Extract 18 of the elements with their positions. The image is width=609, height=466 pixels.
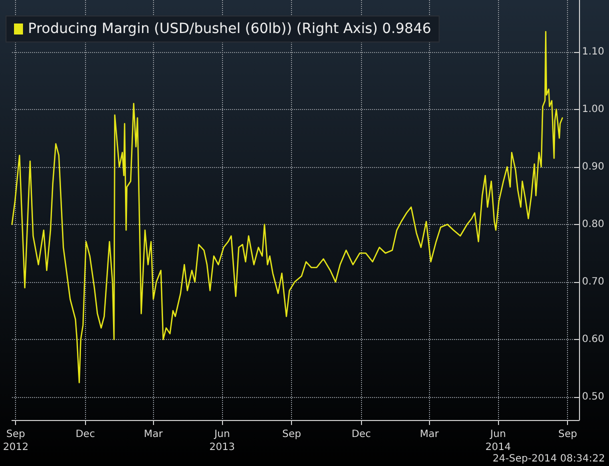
x-tick-label: Sep — [558, 429, 578, 440]
x-tick-label: Sep — [282, 429, 302, 440]
y-tick-label: 0.70 — [582, 276, 604, 288]
y-tick-label: 0.50 — [582, 391, 604, 402]
x-tick-label: Dec — [76, 429, 95, 440]
x-tick-label: Jun 2013 — [209, 429, 235, 453]
x-tick-label: Mar — [420, 429, 440, 440]
y-tick-label: 0.80 — [582, 218, 604, 230]
y-tick-label: 1.10 — [582, 46, 604, 58]
x-tick-label: Jun 2014 — [485, 429, 511, 453]
y-tick-label: 0.90 — [582, 161, 604, 172]
legend-label: Producing Margin (USD/bushel (60lb)) (Right Axis) 0.9846 — [28, 21, 432, 37]
text: 24-Sep-2014 08:34:22 — [492, 454, 606, 464]
y-tick-label: 1.00 — [582, 104, 604, 115]
x-tick-label: Mar — [144, 429, 164, 440]
y-tick-label: 0.60 — [582, 334, 604, 345]
x-tick-label: Dec — [352, 429, 371, 440]
x-tick-label: Sep 2012 — [3, 429, 28, 453]
